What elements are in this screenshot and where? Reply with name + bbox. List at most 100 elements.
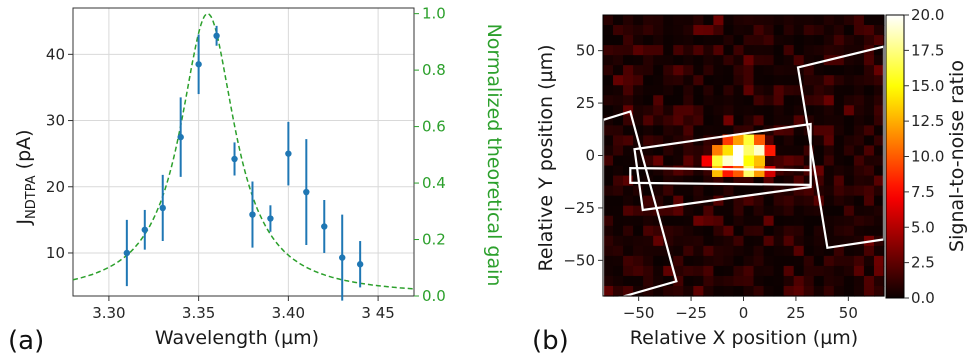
heatmap-cell <box>683 195 694 207</box>
heatmap-cell <box>633 125 644 137</box>
heatmap-cell <box>833 135 845 147</box>
heatmap-cell <box>853 75 865 86</box>
heatmap-cell <box>823 255 835 267</box>
heatmap-hot-cell <box>753 145 765 156</box>
y-tick-label: −25 <box>563 199 595 217</box>
heatmap-cell <box>783 215 795 227</box>
heatmap-cell <box>693 115 704 126</box>
heatmap-cell <box>813 75 825 86</box>
heatmap-cell <box>843 215 855 227</box>
heatmap-cell <box>873 155 885 167</box>
y-tick-label: 25 <box>576 94 595 112</box>
heatmap-cell <box>633 105 644 116</box>
heatmap-cell <box>793 125 805 137</box>
heatmap-cell <box>863 75 875 86</box>
heatmap-cell <box>863 25 875 36</box>
heatmap-cell <box>713 35 725 46</box>
heatmap-cell <box>873 55 885 66</box>
heatmap-cell <box>673 245 684 257</box>
heatmap-cell <box>803 215 815 227</box>
heatmap-cell <box>663 15 674 26</box>
heatmap-cell <box>723 15 735 26</box>
heatmap-cell <box>693 185 704 197</box>
heatmap-cell <box>703 45 714 56</box>
heatmap-cell <box>673 75 684 86</box>
heatmap-cell <box>633 225 644 237</box>
heatmap-cell <box>833 215 845 227</box>
heatmap-cell <box>773 25 785 36</box>
heatmap-cell <box>653 35 664 46</box>
heatmap-cell <box>793 85 805 96</box>
heatmap-cell <box>823 35 835 46</box>
heatmap-cell <box>863 35 875 46</box>
heatmap-cell <box>813 285 825 297</box>
heatmap-cell <box>723 85 735 96</box>
heatmap-cell <box>643 55 654 66</box>
heatmap-cell <box>673 115 684 126</box>
heatmap-cell <box>763 195 775 207</box>
heatmap-cell <box>783 225 795 237</box>
x-tick-label: 3.35 <box>182 304 215 322</box>
heatmap-cell <box>653 135 664 147</box>
heatmap-hot-cell <box>753 134 765 146</box>
data-point <box>321 223 328 230</box>
heatmap-cell <box>773 95 785 106</box>
heatmap-hot-cell <box>764 145 776 156</box>
y-right-tick-label: 0.6 <box>422 118 446 136</box>
data-point <box>285 150 292 157</box>
heatmap-cell <box>833 115 845 126</box>
heatmap-cell <box>703 25 714 36</box>
heatmap-cell <box>853 45 865 56</box>
heatmap-cell <box>793 185 805 197</box>
heatmap-cell <box>833 75 845 86</box>
heatmap-cell <box>783 195 795 207</box>
heatmap-cell <box>753 265 765 277</box>
heatmap-cell <box>783 55 795 66</box>
heatmap-cell <box>743 95 755 106</box>
colorbar-tick-label: 7.5 <box>911 183 935 201</box>
heatmap-cell <box>773 245 785 257</box>
heatmap-cell <box>873 25 885 36</box>
heatmap-cell <box>813 35 825 46</box>
heatmap-cell <box>643 35 654 46</box>
data-point <box>267 215 274 222</box>
heatmap-cell <box>783 125 795 137</box>
heatmap-cell <box>663 235 674 247</box>
heatmap-cell <box>693 235 704 247</box>
heatmap-cell <box>763 105 775 116</box>
heatmap-cell <box>853 185 865 197</box>
heatmap-cell <box>603 25 614 36</box>
heatmap-cell <box>833 65 845 76</box>
heatmap-cell <box>873 185 885 197</box>
data-point <box>303 188 310 196</box>
heatmap-cell <box>673 275 684 287</box>
heatmap-cell <box>663 95 674 106</box>
heatmap-cell <box>753 235 765 247</box>
heatmap-cell <box>873 205 885 217</box>
heatmap-cell <box>713 185 725 197</box>
heatmap-cell <box>743 235 755 247</box>
heatmap-cell <box>673 105 684 116</box>
heatmap-cell <box>653 225 664 237</box>
heatmap-cell <box>813 95 825 106</box>
heatmap-cell <box>663 265 674 277</box>
heatmap-cell <box>613 45 624 56</box>
heatmap-cell <box>843 165 855 177</box>
heatmap-cell <box>863 195 875 207</box>
x-tick-label: 50 <box>839 304 858 322</box>
heatmap-cell <box>703 15 714 26</box>
heatmap-cell <box>653 55 664 66</box>
heatmap-cell <box>833 285 845 297</box>
heatmap-cell <box>783 75 795 86</box>
heatmap-cell <box>713 95 725 106</box>
heatmap-cell <box>773 205 785 217</box>
data-point <box>249 211 256 218</box>
heatmap-hot-cell <box>722 155 734 167</box>
heatmap-cell <box>813 145 825 157</box>
heatmap-cell <box>643 75 654 86</box>
heatmap-cell <box>763 45 775 56</box>
heatmap-cell <box>623 125 634 137</box>
heatmap-cell <box>703 265 714 277</box>
heatmap-cell <box>623 275 634 287</box>
heatmap-cell <box>763 55 775 66</box>
